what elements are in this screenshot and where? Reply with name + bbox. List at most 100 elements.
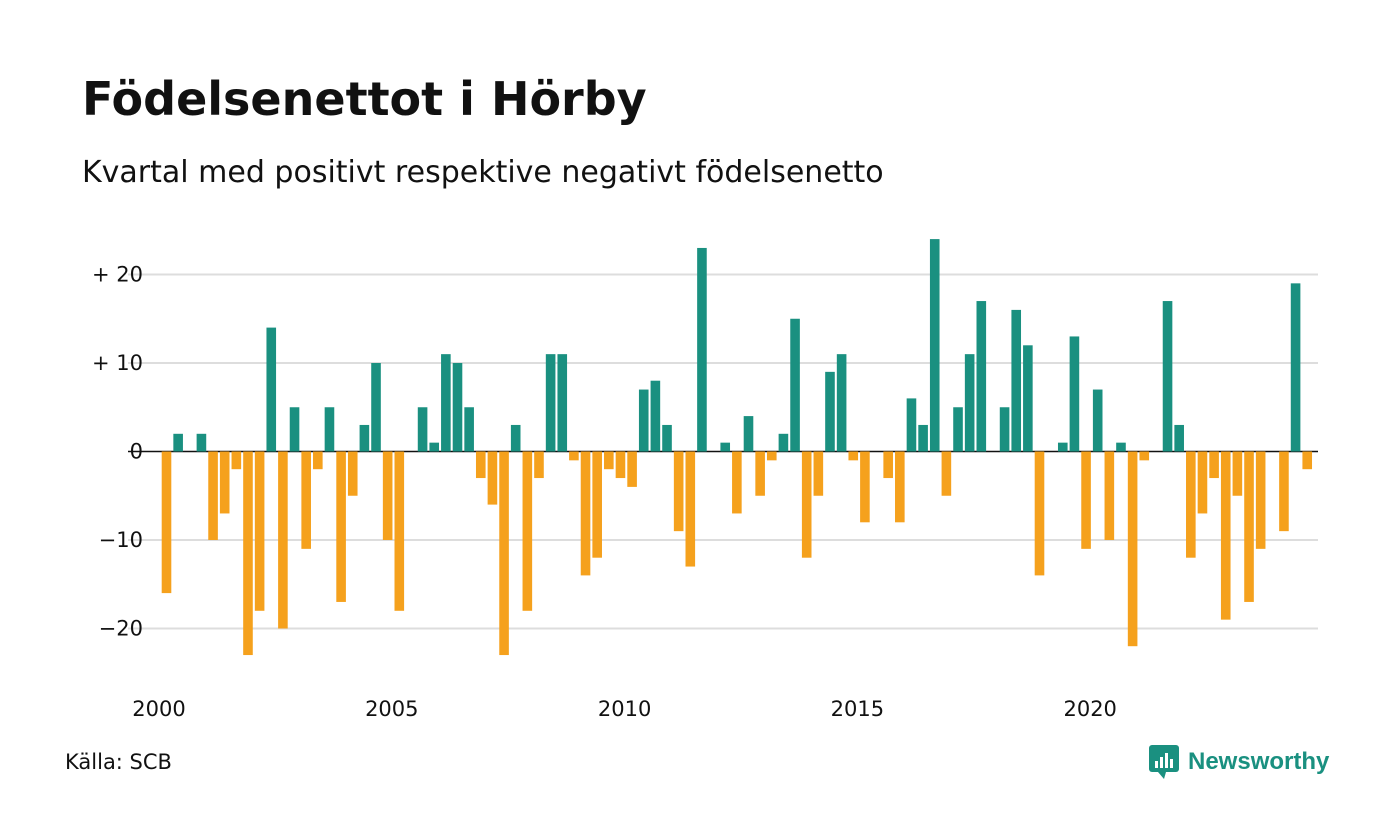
- bar: [161, 451, 172, 594]
- x-tick-label: 2010: [598, 697, 651, 721]
- bar: [755, 451, 765, 496]
- bar: [685, 451, 696, 567]
- bar: [487, 451, 498, 505]
- bar: [953, 407, 963, 452]
- bar: [790, 318, 800, 452]
- bar: [1174, 424, 1184, 452]
- bar: [1011, 309, 1022, 452]
- bar: [336, 451, 346, 602]
- bar: [254, 451, 265, 611]
- bar: [1139, 451, 1150, 461]
- bar: [999, 407, 1010, 452]
- bar: [313, 451, 323, 470]
- bar: [778, 433, 789, 452]
- y-tick-label: −20: [99, 617, 143, 641]
- bar: [604, 451, 614, 470]
- newsworthy-logo[interactable]: Newsworthy: [1148, 744, 1329, 780]
- bar: [1302, 451, 1313, 470]
- chart-title: Födelsenettot i Hörby: [82, 72, 647, 126]
- bar: [231, 451, 242, 470]
- bar: [1186, 451, 1196, 558]
- bar: [848, 451, 859, 461]
- bar: [510, 424, 521, 452]
- brand-name: Newsworthy: [1188, 748, 1330, 775]
- bar: [592, 451, 602, 558]
- newsworthy-icon: [1149, 745, 1179, 779]
- bar: [1034, 451, 1045, 576]
- bar: [359, 424, 370, 452]
- bar: [673, 451, 684, 532]
- bar: [1197, 451, 1208, 514]
- bar: [650, 380, 661, 452]
- y-tick-label: + 10: [92, 351, 143, 375]
- x-tick-label: 2020: [1063, 697, 1116, 721]
- bar: [720, 442, 731, 452]
- bar: [545, 354, 556, 452]
- bar: [1290, 283, 1301, 452]
- bar: [499, 451, 509, 656]
- bar: [732, 451, 742, 514]
- bar: [371, 363, 381, 452]
- bar: [1220, 451, 1231, 620]
- bar: [836, 354, 847, 452]
- bar: [289, 407, 300, 452]
- bar: [534, 451, 544, 479]
- y-tick-label: −10: [99, 528, 143, 552]
- bar: [464, 407, 474, 452]
- chart-subtitle: Kvartal med positivt respektive negativt…: [82, 155, 884, 190]
- bar: [860, 451, 870, 523]
- bar: [1069, 336, 1080, 452]
- bar: [976, 301, 987, 452]
- bar: [580, 451, 591, 576]
- bar: [662, 424, 672, 452]
- bar: [301, 451, 311, 549]
- bar: [324, 407, 335, 452]
- bar: [697, 247, 707, 452]
- bar: [1127, 451, 1138, 647]
- bar: [1116, 442, 1126, 452]
- bar: [382, 451, 393, 540]
- bar: [266, 327, 277, 452]
- bar: [964, 354, 975, 452]
- bar: [243, 451, 253, 656]
- bar: [452, 363, 463, 452]
- bar: [441, 354, 451, 452]
- bar: [615, 451, 626, 479]
- bar: [825, 371, 835, 452]
- bar: [208, 451, 218, 540]
- bar: [1232, 451, 1243, 496]
- y-axis-ticks: + 20 + 10 0 −10 −20: [92, 263, 143, 641]
- bar: [766, 451, 777, 461]
- source-note: Källa: SCB: [65, 750, 172, 774]
- bar: [522, 451, 533, 611]
- bar: [417, 407, 428, 452]
- bar: [429, 442, 440, 452]
- bar: [1092, 389, 1103, 452]
- bar: [196, 433, 207, 452]
- bar: [557, 354, 568, 452]
- bar: [1057, 442, 1068, 452]
- bar: [1023, 345, 1033, 452]
- bar: [801, 451, 812, 558]
- x-tick-label: 2005: [365, 697, 418, 721]
- bar: [1255, 451, 1266, 549]
- bar: [1279, 451, 1289, 532]
- bar: [278, 451, 288, 629]
- x-tick-label: 2000: [132, 697, 185, 721]
- bar: [906, 398, 917, 452]
- x-tick-label: 2015: [831, 697, 884, 721]
- bar: [394, 451, 405, 611]
- bars: [161, 239, 1313, 656]
- bar: [1209, 451, 1219, 479]
- bar: [813, 451, 824, 496]
- bar: [941, 451, 952, 496]
- bar: [895, 451, 905, 523]
- y-tick-label: + 20: [92, 263, 143, 287]
- bar: [1244, 451, 1254, 602]
- bar: [743, 416, 754, 452]
- bar: [918, 424, 928, 452]
- bar: [883, 451, 893, 479]
- bar: [347, 451, 358, 496]
- x-axis-ticks: 2000 2005 2010 2015 2020: [132, 697, 1117, 721]
